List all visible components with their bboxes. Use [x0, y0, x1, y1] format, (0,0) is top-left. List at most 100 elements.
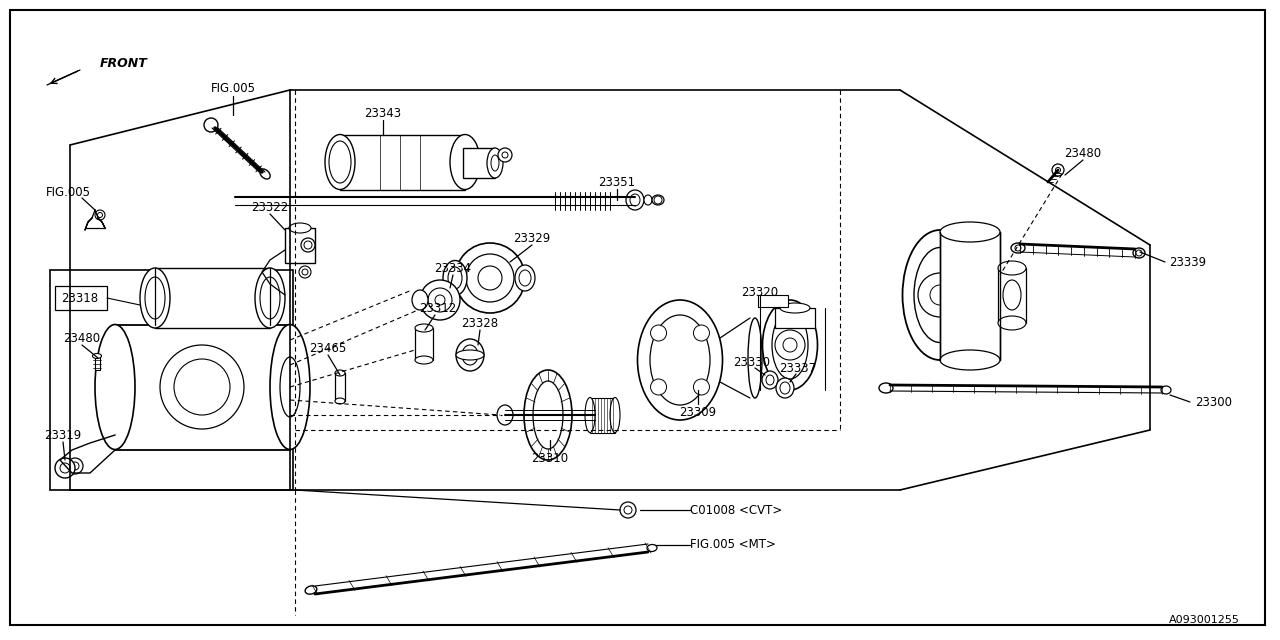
Text: 23351: 23351	[599, 175, 636, 189]
Text: FIG.005 <MT>: FIG.005 <MT>	[690, 538, 776, 552]
Circle shape	[302, 269, 308, 275]
Ellipse shape	[486, 148, 503, 178]
Ellipse shape	[588, 406, 602, 424]
Circle shape	[1052, 164, 1064, 176]
Ellipse shape	[644, 195, 652, 205]
Text: 23312: 23312	[420, 301, 457, 314]
Text: FIG.005: FIG.005	[46, 186, 91, 198]
Circle shape	[774, 330, 805, 360]
Circle shape	[694, 325, 709, 341]
Text: 23322: 23322	[251, 200, 288, 214]
Ellipse shape	[289, 223, 311, 233]
Ellipse shape	[260, 169, 270, 179]
Text: 23465: 23465	[310, 342, 347, 355]
Circle shape	[204, 118, 218, 132]
Circle shape	[918, 273, 963, 317]
Circle shape	[67, 458, 83, 474]
Ellipse shape	[748, 318, 762, 398]
Bar	[50, 270, 293, 490]
Ellipse shape	[415, 356, 433, 364]
Ellipse shape	[335, 398, 346, 404]
Circle shape	[454, 243, 525, 313]
Ellipse shape	[1011, 243, 1025, 253]
Ellipse shape	[940, 222, 1000, 242]
Text: 23309: 23309	[680, 406, 717, 419]
Ellipse shape	[301, 238, 315, 252]
Bar	[335, 373, 346, 401]
Circle shape	[305, 241, 312, 249]
Bar	[95, 356, 100, 370]
Text: 23339: 23339	[1170, 255, 1207, 269]
Ellipse shape	[140, 268, 170, 328]
Ellipse shape	[1133, 248, 1146, 258]
Text: 23300: 23300	[1196, 396, 1231, 408]
Ellipse shape	[515, 265, 535, 291]
Bar	[590, 398, 614, 433]
Circle shape	[694, 379, 709, 395]
Bar	[774, 308, 815, 328]
Ellipse shape	[585, 397, 595, 433]
Circle shape	[498, 148, 512, 162]
Bar	[463, 148, 495, 178]
Circle shape	[620, 502, 636, 518]
Circle shape	[420, 280, 460, 320]
Ellipse shape	[879, 383, 893, 393]
Circle shape	[650, 379, 667, 395]
Ellipse shape	[300, 266, 311, 278]
Text: 23337: 23337	[780, 362, 817, 374]
Text: 23310: 23310	[531, 451, 568, 465]
Ellipse shape	[637, 300, 722, 420]
Ellipse shape	[646, 545, 657, 552]
Ellipse shape	[652, 195, 664, 205]
Ellipse shape	[611, 397, 620, 433]
Text: 23343: 23343	[365, 106, 402, 120]
Bar	[415, 328, 433, 360]
Ellipse shape	[412, 290, 428, 310]
Bar	[155, 268, 270, 328]
Ellipse shape	[780, 303, 810, 313]
Text: 23318: 23318	[61, 291, 99, 305]
Text: 23334: 23334	[434, 262, 471, 275]
Bar	[55, 286, 108, 310]
Text: A093001255: A093001255	[1169, 615, 1240, 625]
Bar	[998, 268, 1027, 323]
Ellipse shape	[255, 268, 285, 328]
Ellipse shape	[325, 134, 355, 189]
Ellipse shape	[1161, 386, 1171, 394]
Bar	[940, 232, 1000, 360]
Ellipse shape	[998, 261, 1027, 275]
Bar	[758, 295, 788, 307]
Ellipse shape	[940, 350, 1000, 370]
Text: 23319: 23319	[45, 429, 82, 442]
Text: C01008 <CVT>: C01008 <CVT>	[690, 504, 782, 516]
Ellipse shape	[776, 378, 794, 398]
Ellipse shape	[270, 324, 310, 449]
Text: FRONT: FRONT	[100, 56, 147, 70]
Text: 23480: 23480	[64, 332, 101, 344]
Ellipse shape	[305, 586, 317, 594]
Circle shape	[97, 212, 102, 218]
Ellipse shape	[415, 324, 433, 332]
Ellipse shape	[524, 370, 572, 460]
Circle shape	[502, 152, 508, 158]
Ellipse shape	[626, 190, 644, 210]
Circle shape	[435, 295, 445, 305]
Circle shape	[650, 325, 667, 341]
Ellipse shape	[95, 324, 134, 449]
Ellipse shape	[762, 371, 778, 389]
Ellipse shape	[335, 370, 346, 376]
Text: FIG.005: FIG.005	[210, 81, 256, 95]
Bar	[285, 228, 315, 263]
Circle shape	[95, 210, 105, 220]
Bar	[115, 325, 291, 450]
Ellipse shape	[443, 260, 467, 296]
Ellipse shape	[763, 300, 818, 390]
Bar	[340, 135, 465, 190]
Ellipse shape	[902, 230, 978, 360]
Text: 23480: 23480	[1065, 147, 1102, 159]
Text: 23320: 23320	[741, 285, 778, 298]
Ellipse shape	[998, 316, 1027, 330]
Ellipse shape	[456, 350, 484, 360]
Ellipse shape	[650, 315, 710, 405]
Ellipse shape	[451, 134, 480, 189]
